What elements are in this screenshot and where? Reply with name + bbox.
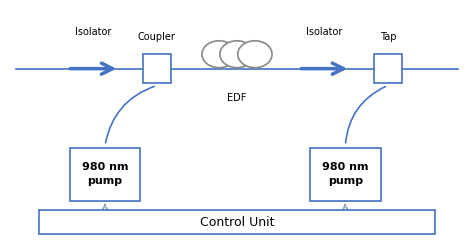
Text: Control Unit: Control Unit — [200, 216, 274, 229]
FancyBboxPatch shape — [374, 54, 402, 83]
Ellipse shape — [238, 41, 272, 68]
FancyBboxPatch shape — [39, 210, 435, 234]
Text: Isolator: Isolator — [306, 27, 342, 37]
FancyBboxPatch shape — [310, 148, 381, 201]
Ellipse shape — [220, 41, 254, 68]
FancyBboxPatch shape — [70, 148, 140, 201]
Text: EDF: EDF — [228, 93, 246, 103]
Text: Isolator: Isolator — [75, 27, 111, 37]
Ellipse shape — [202, 41, 236, 68]
Text: 980 nm
pump: 980 nm pump — [322, 162, 369, 186]
Text: Coupler: Coupler — [138, 32, 176, 42]
Text: 980 nm
pump: 980 nm pump — [82, 162, 128, 186]
Text: Tap: Tap — [380, 32, 396, 42]
FancyBboxPatch shape — [143, 54, 171, 83]
